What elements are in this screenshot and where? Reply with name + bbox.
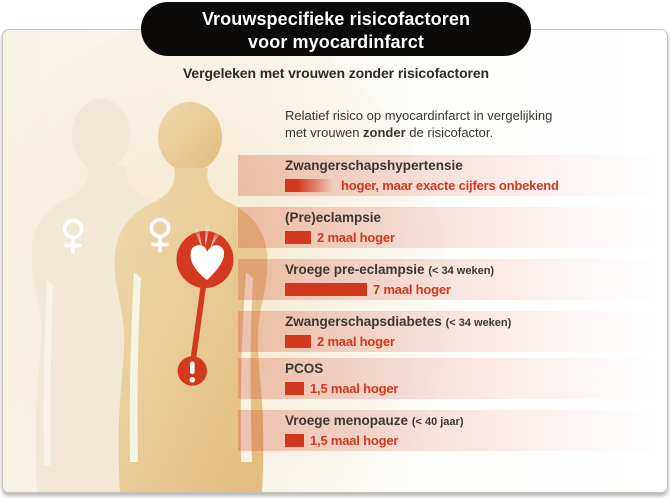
title-line1: Vrouwspecifieke risicofactoren: [201, 9, 471, 29]
risk-band: [238, 358, 660, 399]
female-symbol-icon: [149, 217, 171, 253]
risk-value-text: 1,5 maal hoger: [310, 380, 399, 396]
intro-line2-bold: zonder: [363, 124, 406, 140]
risk-row: (Pre)eclampsie 2 maal hoger: [285, 209, 395, 245]
risk-value-line: 1,5 maal hoger: [285, 432, 463, 448]
risk-label-text: Zwangerschapshypertensie: [285, 158, 463, 173]
risk-label-text: (Pre)eclampsie: [285, 210, 382, 225]
risk-value-line: 7 maal hoger: [285, 281, 494, 297]
risk-value-text: hoger, maar exacte cijfers onbekend: [341, 177, 559, 193]
risk-label: Vroege pre-eclampsie (< 34 weken): [285, 261, 494, 280]
intro-line2-pre: met vrouwen: [285, 124, 360, 140]
risk-bar: [285, 282, 367, 296]
risk-label-text: Vroege pre-eclampsie: [285, 262, 425, 277]
risk-value-text: 2 maal hoger: [317, 229, 395, 245]
risk-label: PCOS: [285, 360, 398, 379]
infographic-panel: Relatief risico op myocardinfarct in ver…: [2, 29, 668, 493]
risk-label: Zwangerschapsdiabetes (< 34 weken): [285, 313, 511, 332]
risk-label-note: (< 40 jaar): [411, 416, 464, 428]
intro-text: Relatief risico op myocardinfarct in ver…: [285, 108, 552, 141]
risk-label-text: Zwangerschapsdiabetes: [285, 314, 442, 329]
exclamation-icon: [189, 361, 196, 383]
risk-bar: [285, 433, 304, 447]
risk-bar: [285, 334, 311, 348]
page-subtitle: Vergeleken met vrouwen zonder risicofact…: [182, 65, 490, 81]
risk-value-text: 2 maal hoger: [317, 333, 395, 349]
risk-bar: [285, 381, 304, 395]
risk-value-line: hoger, maar exacte cijfers onbekend: [285, 177, 559, 193]
risk-value-text: 7 maal hoger: [373, 281, 451, 297]
female-symbol-icon: [62, 218, 84, 254]
risk-label-note: (< 34 weken): [445, 317, 512, 329]
risk-value-line: 2 maal hoger: [285, 333, 511, 349]
risk-value-line: 1,5 maal hoger: [285, 380, 399, 396]
title-line2: voor myocardinfarct: [248, 31, 424, 52]
risk-value-text: 1,5 maal hoger: [310, 432, 399, 448]
risk-label: Vroege menopauze (< 40 jaar): [285, 412, 463, 431]
risk-row: Zwangerschapsdiabetes (< 34 weken) 2 maa…: [285, 313, 511, 349]
risk-row: Zwangerschapshypertensie hoger, maar exa…: [285, 157, 559, 193]
risk-row: PCOS 1,5 maal hoger: [285, 360, 399, 396]
page-title: Vrouwspecifieke risicofactoren voor myoc…: [141, 2, 531, 56]
intro-line1: Relatief risico op myocardinfarct in ver…: [285, 108, 553, 123]
risk-row: Vroege menopauze (< 40 jaar) 1,5 maal ho…: [285, 412, 463, 448]
pointer-line: [190, 282, 207, 361]
risk-label-text: PCOS: [285, 361, 324, 376]
risk-label: Zwangerschapshypertensie: [285, 157, 559, 176]
heart-icon: [190, 245, 225, 280]
risk-row: Vroege pre-eclampsie (< 34 weken) 7 maal…: [285, 261, 494, 297]
risk-label-text: Vroege menopauze: [285, 413, 409, 428]
heart-alert-graphic: [176, 223, 234, 386]
risk-label-note: (< 34 weken): [428, 265, 495, 277]
intro-line2-post: de risicofactor.: [409, 124, 494, 140]
risk-bar: [285, 230, 311, 244]
risk-value-line: 2 maal hoger: [285, 229, 395, 245]
risk-label: (Pre)eclampsie: [285, 209, 395, 228]
risk-band: [238, 410, 660, 451]
figures-illustration: [3, 30, 450, 492]
risk-bar: [285, 178, 335, 192]
